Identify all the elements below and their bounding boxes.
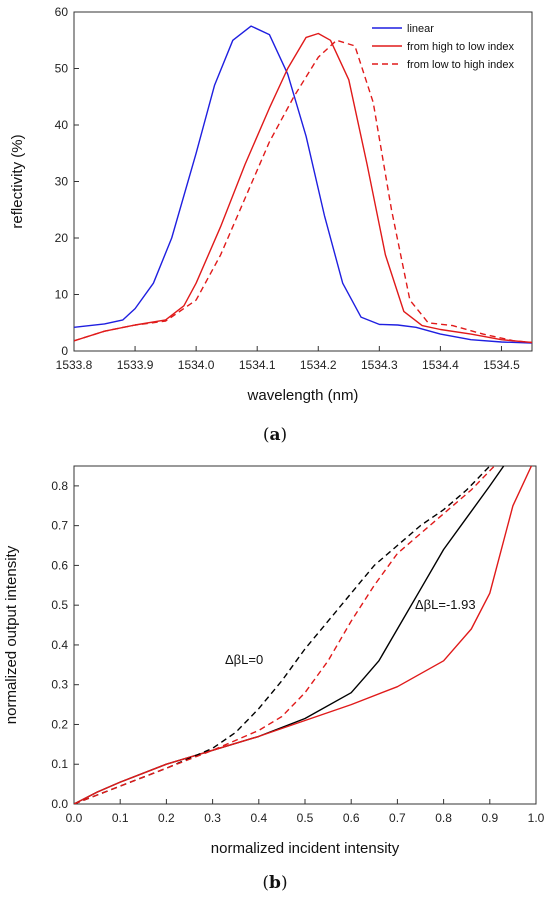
y-tick-label: 0.1 bbox=[51, 757, 68, 771]
y-tick-label: 20 bbox=[55, 231, 69, 245]
legend-label: from low to high index bbox=[407, 59, 514, 71]
series-line-2 bbox=[74, 466, 491, 804]
y-tick-label: 50 bbox=[55, 62, 69, 76]
legend-label: from high to low index bbox=[407, 41, 514, 53]
x-tick-label: 0.0 bbox=[66, 811, 83, 825]
x-tick-label: 1533.8 bbox=[56, 358, 93, 372]
x-tick-label: 0.4 bbox=[250, 811, 267, 825]
x-tick-label: 0.9 bbox=[481, 811, 498, 825]
x-tick-label: 0.8 bbox=[435, 811, 452, 825]
y-tick-label: 60 bbox=[55, 5, 69, 19]
x-tick-label: 1.0 bbox=[528, 811, 545, 825]
y-axis-label: reflectivity (%) bbox=[9, 134, 26, 228]
x-tick-label: 1534.5 bbox=[483, 358, 520, 372]
y-tick-label: 0.7 bbox=[51, 519, 68, 533]
annotation-label: ΔβL=0 bbox=[225, 652, 263, 667]
series-line-1 bbox=[74, 466, 533, 804]
panel-label-part: ( bbox=[263, 425, 270, 445]
panel-label-part: a bbox=[269, 425, 280, 445]
y-tick-label: 0.8 bbox=[51, 479, 68, 493]
y-tick-label: 40 bbox=[55, 118, 69, 132]
x-tick-label: 1534.2 bbox=[300, 358, 337, 372]
x-tick-label: 0.6 bbox=[343, 811, 360, 825]
x-tick-label: 1534.4 bbox=[422, 358, 459, 372]
y-tick-label: 0 bbox=[61, 344, 68, 358]
x-tick-label: 1534.1 bbox=[239, 358, 276, 372]
y-axis-label: normalized output intensity bbox=[3, 545, 20, 724]
x-tick-label: 0.3 bbox=[204, 811, 221, 825]
x-tick-label: 1534.3 bbox=[361, 358, 398, 372]
annotation-label: ΔβL=-1.93 bbox=[415, 597, 476, 612]
x-tick-label: 1533.9 bbox=[117, 358, 154, 372]
x-tick-label: 0.2 bbox=[158, 811, 175, 825]
x-axis-label: normalized incident intensity bbox=[211, 840, 400, 857]
x-tick-label: 0.7 bbox=[389, 811, 406, 825]
y-tick-label: 0.3 bbox=[51, 678, 68, 692]
y-tick-label: 10 bbox=[55, 288, 69, 302]
y-tick-label: 0.6 bbox=[51, 558, 68, 572]
y-tick-label: 0.0 bbox=[51, 797, 68, 811]
panel-label-part: b bbox=[269, 873, 281, 893]
x-tick-label: 0.5 bbox=[297, 811, 314, 825]
chart-panel-a: 1533.8 1533.9 1534.0 1534.1 1534.2 1534.3 1534… bbox=[9, 5, 533, 445]
series-line-3 bbox=[74, 466, 495, 804]
y-tick-label: 0.2 bbox=[51, 717, 68, 731]
chart-panel-b: 0.0 0.1 0.2 0.3 0.4 0.5 0.6 0.7 0.8 0.9 1.0 0.0 0.1 0… bbox=[3, 465, 545, 893]
panel-label: (a) bbox=[263, 425, 287, 445]
x-tick-label: 1534.0 bbox=[178, 358, 215, 372]
series-line-1 bbox=[74, 32, 532, 344]
y-tick-label: 0.4 bbox=[51, 638, 68, 652]
x-axis-label: wavelength (nm) bbox=[247, 387, 359, 404]
panel-label-part: ( bbox=[262, 873, 269, 893]
panel-label: (b) bbox=[262, 873, 287, 893]
y-tick-label: 0.5 bbox=[51, 598, 68, 612]
panel-label-part: ) bbox=[281, 425, 288, 445]
series-line-0 bbox=[74, 25, 532, 344]
x-tick-label: 0.1 bbox=[112, 811, 129, 825]
legend-label: linear bbox=[407, 23, 434, 35]
series-line-2 bbox=[74, 39, 532, 344]
y-tick-label: 30 bbox=[55, 175, 69, 189]
panel-label-part: ) bbox=[281, 873, 288, 893]
